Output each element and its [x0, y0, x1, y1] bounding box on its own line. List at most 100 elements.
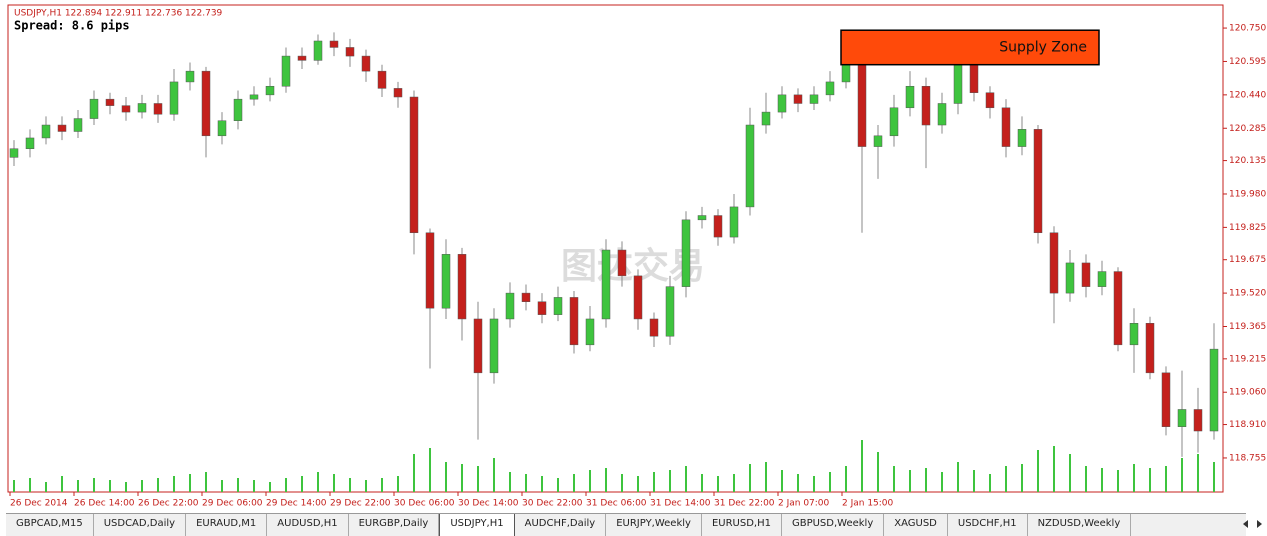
volume-bar — [973, 470, 975, 492]
volume-bar — [1197, 454, 1199, 492]
volume-bar — [477, 466, 479, 492]
candle-body — [537, 301, 547, 315]
candle-body — [825, 81, 835, 96]
candle-body — [1001, 107, 1011, 147]
y-tick-label: 119.365 — [1229, 322, 1266, 332]
volume-bar — [61, 476, 63, 492]
x-tick-label: 29 Dec 14:00 — [266, 499, 327, 509]
chart-tab[interactable]: GBPCAD,M15 — [6, 514, 94, 536]
candle-body — [57, 124, 67, 132]
volume-bar — [13, 480, 15, 492]
plot-frame — [7, 4, 1224, 493]
x-tick-label: 31 Dec 06:00 — [586, 499, 647, 509]
volume-bar — [77, 480, 79, 492]
volume-bar — [893, 466, 895, 492]
candle-body — [1081, 262, 1091, 287]
candle-body — [617, 249, 627, 277]
volume-bar — [413, 454, 415, 492]
chart-tab[interactable]: EURUSD,H1 — [702, 514, 782, 536]
y-tick-label: 119.520 — [1229, 289, 1266, 299]
chart-tab[interactable]: USDJPY,H1 — [439, 514, 515, 536]
candle-body — [249, 94, 259, 100]
volume-bar — [109, 480, 111, 492]
candle-body — [1209, 348, 1219, 432]
chart-tab[interactable]: EURAUD,M1 — [186, 514, 268, 536]
candle-body — [1049, 232, 1059, 294]
candle-body — [601, 249, 611, 320]
candle-body — [329, 40, 339, 48]
x-tick-label: 26 Dec 14:00 — [74, 499, 135, 509]
y-tick-label: 119.980 — [1229, 189, 1266, 199]
candle-body — [969, 64, 979, 93]
volume-bar — [525, 474, 527, 492]
candle-body — [681, 219, 691, 287]
volume-bar — [669, 470, 671, 492]
candle-body — [137, 103, 147, 113]
candle-body — [169, 81, 179, 115]
volume-bar — [701, 474, 703, 492]
volume-bar — [461, 464, 463, 492]
volume-bar — [861, 440, 863, 492]
candle-body — [1161, 372, 1171, 427]
candle-body — [889, 107, 899, 137]
volume-bar — [941, 472, 943, 492]
candle-body — [185, 70, 195, 83]
candle-body — [217, 120, 227, 137]
x-tick-label: 31 Dec 14:00 — [650, 499, 711, 509]
volume-bar — [685, 466, 687, 492]
volume-bar — [1213, 462, 1215, 492]
candle-body — [809, 94, 819, 104]
volume-bar — [381, 478, 383, 492]
candle-body — [201, 70, 211, 137]
candle-body — [793, 94, 803, 104]
volume-bar — [509, 472, 511, 492]
x-tick-label: 2 Jan 15:00 — [842, 499, 894, 509]
chart: USDJPY,H1 122.894 122.911 122.736 122.73… — [7, 4, 1266, 509]
chart-tab[interactable]: USDCAD,Daily — [94, 514, 187, 536]
volume-bar — [1021, 464, 1023, 492]
y-tick-label: 119.675 — [1229, 255, 1266, 265]
x-tick-label: 2 Jan 07:00 — [778, 499, 830, 509]
candle-body — [1113, 271, 1123, 346]
candle-body — [585, 318, 595, 346]
candle-body — [409, 96, 419, 234]
volume-bar — [733, 474, 735, 492]
chart-tab[interactable]: USDCHF,H1 — [948, 514, 1028, 536]
chart-tab[interactable]: NZDUSD,Weekly — [1028, 514, 1132, 536]
candle-body — [313, 40, 323, 61]
x-tick-label: 30 Dec 22:00 — [522, 499, 583, 509]
chart-tab[interactable]: EURGBP,Daily — [349, 514, 440, 536]
spread-label: Spread: 8.6 pips — [14, 19, 130, 33]
volume-bar — [909, 470, 911, 492]
volume-bar — [573, 474, 575, 492]
volume-bar — [445, 462, 447, 492]
y-tick-label: 118.910 — [1229, 420, 1266, 430]
candle-body — [905, 85, 915, 109]
volume-bar — [717, 476, 719, 492]
candle-body — [633, 275, 643, 320]
candle-body — [1145, 323, 1155, 374]
volume-bar — [349, 478, 351, 492]
volume-bar — [173, 476, 175, 492]
candle-body — [665, 286, 675, 337]
chart-tab[interactable]: AUDUSD,H1 — [267, 514, 349, 536]
volume-bar — [1085, 466, 1087, 492]
volume-bar — [813, 476, 815, 492]
candle-body — [25, 137, 35, 149]
y-tick-label: 120.440 — [1229, 90, 1266, 100]
chart-tab[interactable]: XAGUSD — [884, 514, 948, 536]
candle-body — [41, 124, 51, 139]
chart-tab[interactable]: GBPUSD,Weekly — [782, 514, 885, 536]
candle-body — [649, 318, 659, 337]
chart-tab[interactable]: AUDCHF,Daily — [515, 514, 607, 536]
volume-bar — [429, 448, 431, 492]
volume-bar — [29, 478, 31, 492]
volume-bar — [845, 466, 847, 492]
y-tick-label: 119.215 — [1229, 354, 1266, 364]
candle-body — [297, 55, 307, 61]
scroll-right[interactable] — [1257, 520, 1262, 528]
chart-tab[interactable]: EURJPY,Weekly — [606, 514, 702, 536]
volume-bar — [797, 474, 799, 492]
volume-bar — [493, 458, 495, 492]
candle-body — [985, 92, 995, 109]
